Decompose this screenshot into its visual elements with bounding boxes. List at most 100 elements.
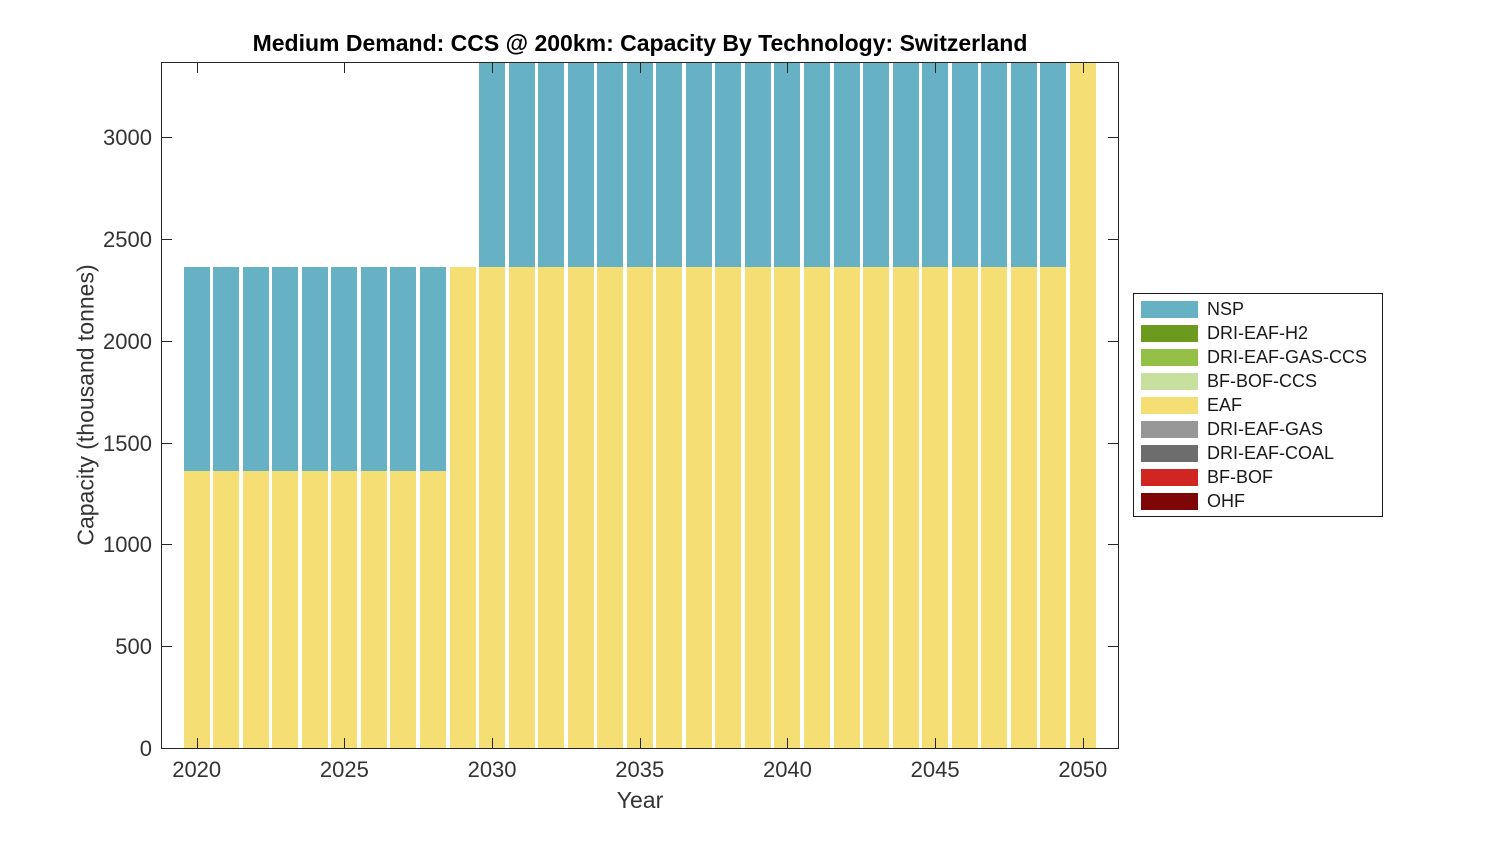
- bar-segment-eaf-2043: [863, 266, 890, 749]
- bar-segment-eaf-2028: [419, 471, 446, 749]
- bar-segment-nsp-2049: [1040, 62, 1067, 267]
- legend-label: DRI-EAF-GAS: [1207, 418, 1324, 439]
- x-tick-bottom: [935, 738, 937, 748]
- x-tick-top: [344, 63, 346, 73]
- y-tick-left: [162, 646, 172, 648]
- x-tick-bottom: [344, 738, 346, 748]
- bar-segment-nsp-2024: [301, 266, 328, 472]
- bar-segment-nsp-2030: [479, 62, 506, 267]
- x-tick-top: [787, 63, 789, 73]
- bar-segment-nsp-2041: [803, 62, 830, 267]
- y-tick-left: [162, 137, 172, 139]
- bar-segment-eaf-2021: [213, 471, 240, 749]
- x-tick-top: [935, 63, 937, 73]
- y-tick-left: [162, 340, 172, 342]
- x-tick-top: [196, 63, 198, 73]
- legend-item-dri-eaf-coal: DRI-EAF-COAL: [1134, 441, 1382, 465]
- legend-swatch-icon: [1141, 300, 1198, 318]
- legend-swatch-icon: [1141, 420, 1198, 438]
- y-tick-left: [162, 748, 172, 749]
- bar-segment-eaf-2029: [449, 266, 476, 749]
- bar-segment-eaf-2033: [567, 266, 594, 749]
- legend-item-bf-bof-ccs: BF-BOF-CCS: [1134, 369, 1382, 393]
- bar-segment-nsp-2033: [567, 62, 594, 267]
- legend-swatch-icon: [1141, 396, 1198, 414]
- legend-item-bf-bof: BF-BOF: [1134, 465, 1382, 489]
- x-tick-bottom: [639, 738, 641, 748]
- bar-segment-nsp-2034: [597, 62, 624, 267]
- x-tick-bottom: [492, 738, 494, 748]
- x-tick-label: 2040: [762, 757, 812, 782]
- y-tick-left: [162, 239, 172, 241]
- legend-label: OHF: [1207, 490, 1245, 511]
- legend-label: NSP: [1207, 298, 1245, 319]
- bar-segment-eaf-2039: [744, 266, 771, 749]
- bar-segment-eaf-2022: [242, 471, 269, 749]
- y-tick-label: 1000: [103, 532, 152, 558]
- x-tick-bottom: [196, 738, 198, 748]
- legend-label: BF-BOF: [1207, 466, 1273, 487]
- bar-segment-nsp-2031: [508, 62, 535, 267]
- bar-segment-eaf-2045: [922, 266, 949, 749]
- x-tick-label: 2025: [319, 757, 369, 782]
- bar-segment-eaf-2031: [508, 266, 535, 749]
- bar-segment-nsp-2021: [213, 266, 240, 472]
- y-tick-right: [1108, 748, 1118, 749]
- bar-segment-nsp-2042: [833, 62, 860, 267]
- bar-segment-eaf-2041: [803, 266, 830, 749]
- x-tick-label: 2050: [1058, 757, 1108, 782]
- legend-item-nsp: NSP: [1134, 297, 1382, 321]
- bar-segment-eaf-2048: [1010, 266, 1037, 749]
- plot-area: [161, 62, 1119, 749]
- bar-segment-eaf-2026: [360, 471, 387, 749]
- y-tick-right: [1108, 137, 1118, 139]
- chart-title: Medium Demand: CCS @ 200km: Capacity By …: [252, 30, 1028, 56]
- y-tick-right: [1108, 646, 1118, 648]
- bar-segment-nsp-2043: [863, 62, 890, 267]
- bar-segment-nsp-2045: [922, 62, 949, 267]
- bar-segment-eaf-2049: [1040, 266, 1067, 749]
- legend-item-ohf: OHF: [1134, 489, 1382, 513]
- x-axis-label: Year: [616, 787, 664, 813]
- bar-segment-nsp-2037: [685, 62, 712, 267]
- y-tick-label: 1500: [103, 430, 152, 456]
- bar-segment-nsp-2032: [538, 62, 565, 267]
- bar-segment-eaf-2034: [597, 266, 624, 749]
- y-axis-label: Capacity (thousand tonnes): [72, 264, 99, 546]
- legend-label: DRI-EAF-GAS-CCS: [1207, 346, 1368, 367]
- bar-segment-nsp-2020: [183, 266, 210, 472]
- legend-swatch-icon: [1141, 372, 1198, 390]
- bar-segment-eaf-2036: [656, 266, 683, 749]
- legend-item-dri-eaf-gas: DRI-EAF-GAS: [1134, 417, 1382, 441]
- y-tick-label: 2500: [103, 227, 152, 253]
- bar-segment-eaf-2023: [272, 471, 299, 749]
- bar-segment-eaf-2024: [301, 471, 328, 749]
- legend-item-dri-eaf-h2: DRI-EAF-H2: [1134, 321, 1382, 345]
- bar-segment-nsp-2047: [981, 62, 1008, 267]
- bar-segment-eaf-2032: [538, 266, 565, 749]
- legend-label: DRI-EAF-COAL: [1207, 442, 1335, 463]
- x-tick-top: [639, 63, 641, 73]
- bar-segment-eaf-2040: [774, 266, 801, 749]
- x-tick-label: 2030: [467, 757, 517, 782]
- bar-segment-nsp-2027: [390, 266, 417, 472]
- x-tick-bottom: [787, 738, 789, 748]
- y-tick-right: [1108, 544, 1118, 546]
- y-tick-label: 3000: [103, 125, 152, 151]
- y-tick-right: [1108, 239, 1118, 241]
- bar-segment-nsp-2046: [951, 62, 978, 267]
- x-tick-top: [492, 63, 494, 73]
- x-tick-label: 2045: [910, 757, 960, 782]
- y-tick-right: [1108, 340, 1118, 342]
- legend-swatch-icon: [1141, 324, 1198, 342]
- y-tick-label: 0: [139, 736, 152, 761]
- bar-segment-nsp-2028: [419, 266, 446, 472]
- bar-segment-eaf-2020: [183, 471, 210, 749]
- bar-segment-eaf-2047: [981, 266, 1008, 749]
- legend-item-dri-eaf-gas-ccs: DRI-EAF-GAS-CCS: [1134, 345, 1382, 369]
- legend-swatch-icon: [1141, 444, 1198, 462]
- y-tick-left: [162, 442, 172, 444]
- y-tick-label: 2000: [103, 328, 152, 354]
- x-tick-label: 2035: [615, 757, 665, 782]
